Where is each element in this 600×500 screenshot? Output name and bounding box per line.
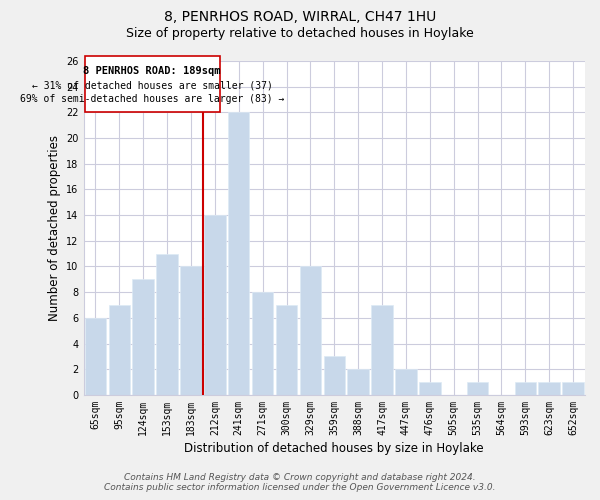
Text: 69% of semi-detached houses are larger (83) →: 69% of semi-detached houses are larger (… (20, 94, 284, 104)
X-axis label: Distribution of detached houses by size in Hoylake: Distribution of detached houses by size … (184, 442, 484, 455)
Bar (395, 370, 416, 395)
Bar (515, 382, 536, 395)
Bar (85, 56, 220, 112)
Text: 8 PENRHOS ROAD: 189sqm: 8 PENRHOS ROAD: 189sqm (83, 66, 221, 76)
Text: Size of property relative to detached houses in Hoylake: Size of property relative to detached ho… (126, 28, 474, 40)
Bar (347, 370, 369, 395)
Bar (133, 280, 154, 395)
Bar (562, 382, 584, 395)
Bar (323, 356, 345, 395)
Bar (157, 254, 178, 395)
Text: 8, PENRHOS ROAD, WIRRAL, CH47 1HU: 8, PENRHOS ROAD, WIRRAL, CH47 1HU (164, 10, 436, 24)
Bar (371, 305, 393, 395)
Bar (299, 266, 321, 395)
Bar (276, 305, 297, 395)
Bar (467, 382, 488, 395)
Text: Contains HM Land Registry data © Crown copyright and database right 2024.
Contai: Contains HM Land Registry data © Crown c… (104, 473, 496, 492)
Text: ← 31% of detached houses are smaller (37): ← 31% of detached houses are smaller (37… (32, 80, 272, 90)
Bar (538, 382, 560, 395)
Bar (228, 112, 250, 395)
Bar (419, 382, 440, 395)
Bar (204, 215, 226, 395)
Y-axis label: Number of detached properties: Number of detached properties (47, 135, 61, 321)
Bar (85, 318, 106, 395)
Bar (109, 305, 130, 395)
Bar (252, 292, 274, 395)
Bar (180, 266, 202, 395)
